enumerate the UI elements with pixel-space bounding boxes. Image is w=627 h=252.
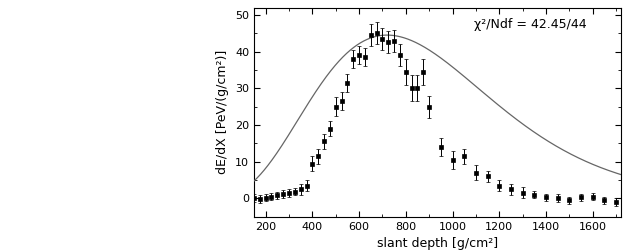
X-axis label: slant depth [g/cm²]: slant depth [g/cm²] bbox=[377, 237, 498, 250]
Text: χ²/Ndf = 42.45/44: χ²/Ndf = 42.45/44 bbox=[474, 18, 587, 31]
Y-axis label: dE/dX [PeV/(g/cm²)]: dE/dX [PeV/(g/cm²)] bbox=[216, 50, 229, 174]
